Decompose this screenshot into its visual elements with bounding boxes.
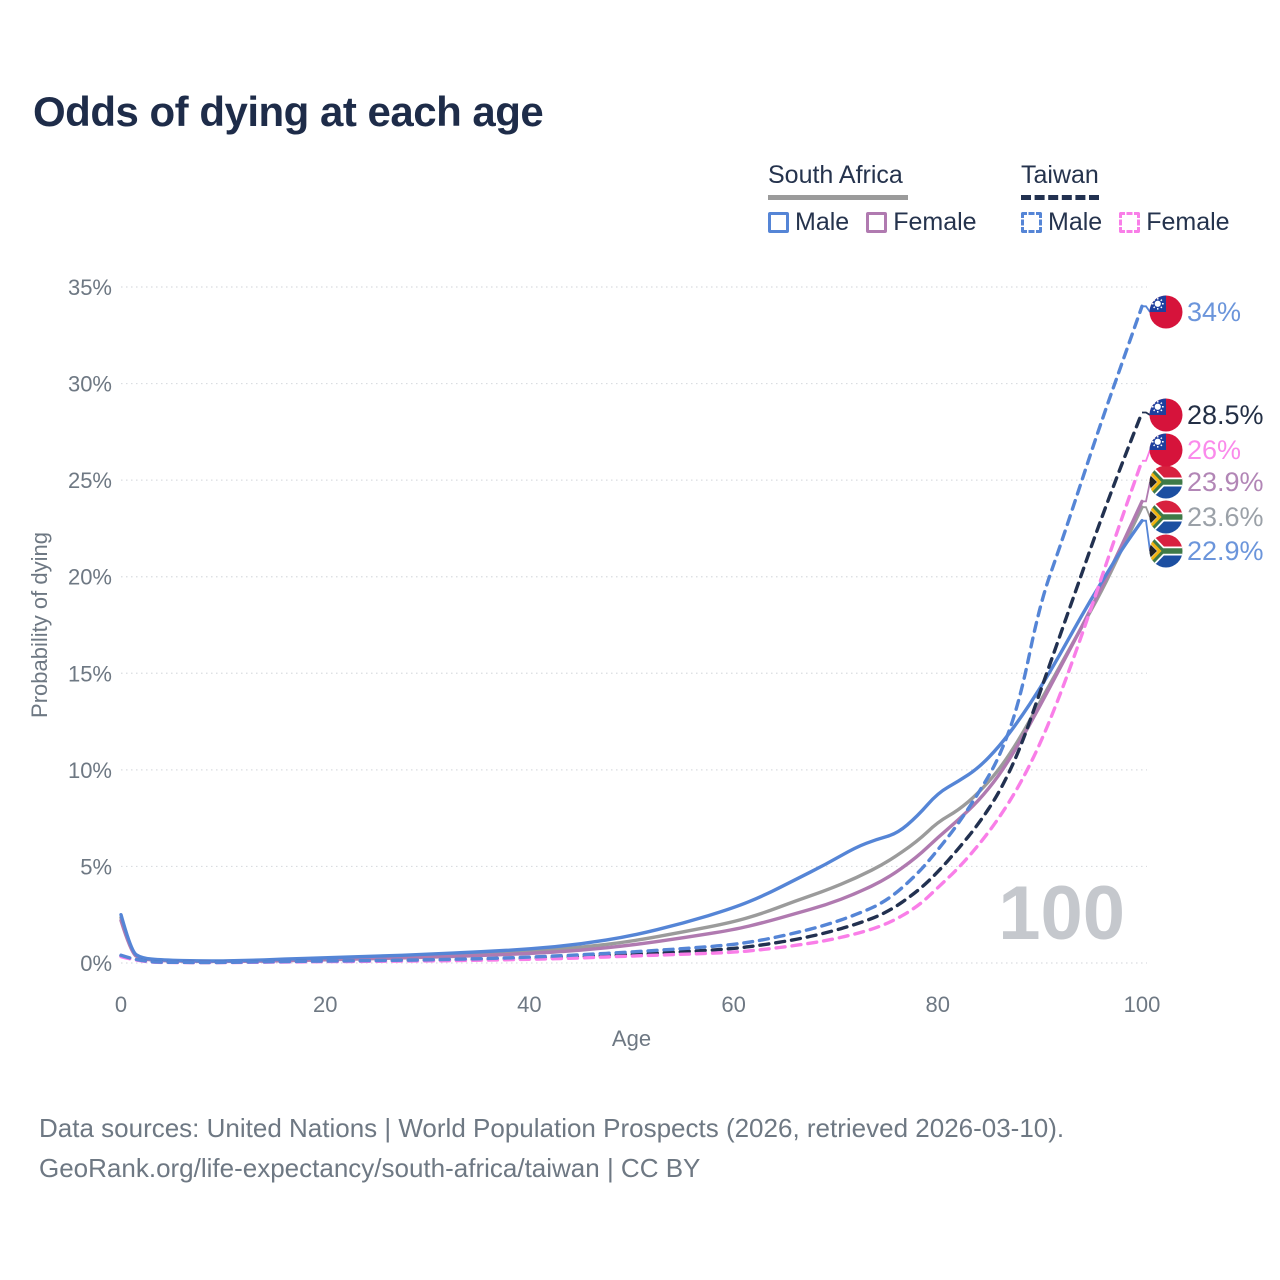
hovered-age-readout: 100	[998, 871, 1125, 956]
x-axis-title: Age	[612, 1026, 651, 1051]
series-line-tw-all	[119, 410, 1144, 965]
legend-item-label: Male	[795, 208, 850, 236]
legend-item-label: Male	[1048, 208, 1103, 236]
legend-group-south-africa: South Africa Male Female	[768, 161, 977, 237]
flag-za-icon	[1149, 465, 1183, 499]
y-axis-title: Probability of dying	[27, 532, 52, 718]
dashed-pink-square-icon	[1119, 212, 1141, 233]
legend-item-sa-male[interactable]: Male	[768, 208, 849, 237]
legend-group-taiwan: Taiwan Male Female	[1021, 161, 1230, 237]
series-line-tw-male	[119, 304, 1144, 965]
x-tick-label: 60	[721, 992, 745, 1017]
series-line-za-female	[119, 499, 1144, 964]
flag-tw-icon	[1149, 398, 1183, 432]
y-tick-label: 5%	[80, 854, 112, 879]
legend-item-label: Female	[1146, 208, 1230, 236]
y-tick-label: 20%	[68, 565, 112, 590]
flag-za-icon	[1149, 534, 1183, 568]
footer-sources-line: Data sources: United Nations | World Pop…	[39, 1113, 1065, 1143]
end-label-leader-za-female	[1142, 481, 1151, 503]
legend-combined-line-swatch-dashed	[1021, 195, 1099, 200]
end-label-leader-za-male	[1142, 519, 1151, 552]
end-value-label-za-all: 23.6%	[1187, 502, 1264, 532]
end-value-label-tw-male: 34%	[1187, 297, 1241, 327]
series-line-za-male	[119, 519, 1144, 963]
end-label-leader-tw-male	[1142, 305, 1151, 313]
y-tick-label: 0%	[80, 951, 112, 976]
end-value-label-tw-all: 28.5%	[1187, 400, 1264, 430]
legend-item-tw-female[interactable]: Female	[1119, 208, 1230, 237]
legend-combined-line-swatch-solid	[768, 195, 908, 200]
legend-country-label[interactable]: Taiwan	[1021, 161, 1099, 189]
page-title: Odds of dying at each age	[33, 88, 544, 135]
flag-tw-icon	[1149, 433, 1183, 467]
y-tick-label: 30%	[68, 372, 112, 397]
y-tick-label: 25%	[68, 468, 112, 493]
solid-purple-square-icon	[866, 212, 888, 233]
end-label-leader-za-all	[1142, 506, 1151, 518]
series-line-za-all	[119, 505, 1144, 963]
end-label-leader-tw-female	[1142, 449, 1151, 462]
solid-blue-square-icon	[768, 212, 789, 233]
x-tick-label: 40	[517, 992, 541, 1017]
end-value-label-za-male: 22.9%	[1187, 536, 1264, 566]
y-tick-label: 15%	[68, 661, 112, 686]
flag-za-icon	[1149, 500, 1183, 534]
legend-item-label: Female	[893, 208, 977, 236]
end-value-label-za-female: 23.9%	[1187, 467, 1264, 497]
end-value-label-tw-female: 26%	[1187, 435, 1241, 465]
legend-item-tw-male[interactable]: Male	[1021, 208, 1102, 237]
legend-country-label[interactable]: South Africa	[768, 161, 903, 189]
x-tick-label: 80	[926, 992, 950, 1017]
footer-attribution-line: GeoRank.org/life-expectancy/south-africa…	[39, 1153, 701, 1183]
end-label-leader-tw-all	[1142, 411, 1151, 416]
dashed-blue-square-icon	[1021, 212, 1042, 233]
x-tick-label: 100	[1124, 992, 1161, 1017]
x-tick-label: 0	[115, 992, 127, 1017]
data-source-footer: Data sources: United Nations | World Pop…	[39, 1108, 1064, 1188]
legend-item-sa-female[interactable]: Female	[866, 208, 977, 237]
series-line-tw-female	[119, 459, 1144, 965]
y-tick-label: 10%	[68, 758, 112, 783]
y-tick-label: 35%	[68, 275, 112, 300]
x-tick-label: 20	[313, 992, 337, 1017]
flag-tw-icon	[1149, 295, 1183, 329]
